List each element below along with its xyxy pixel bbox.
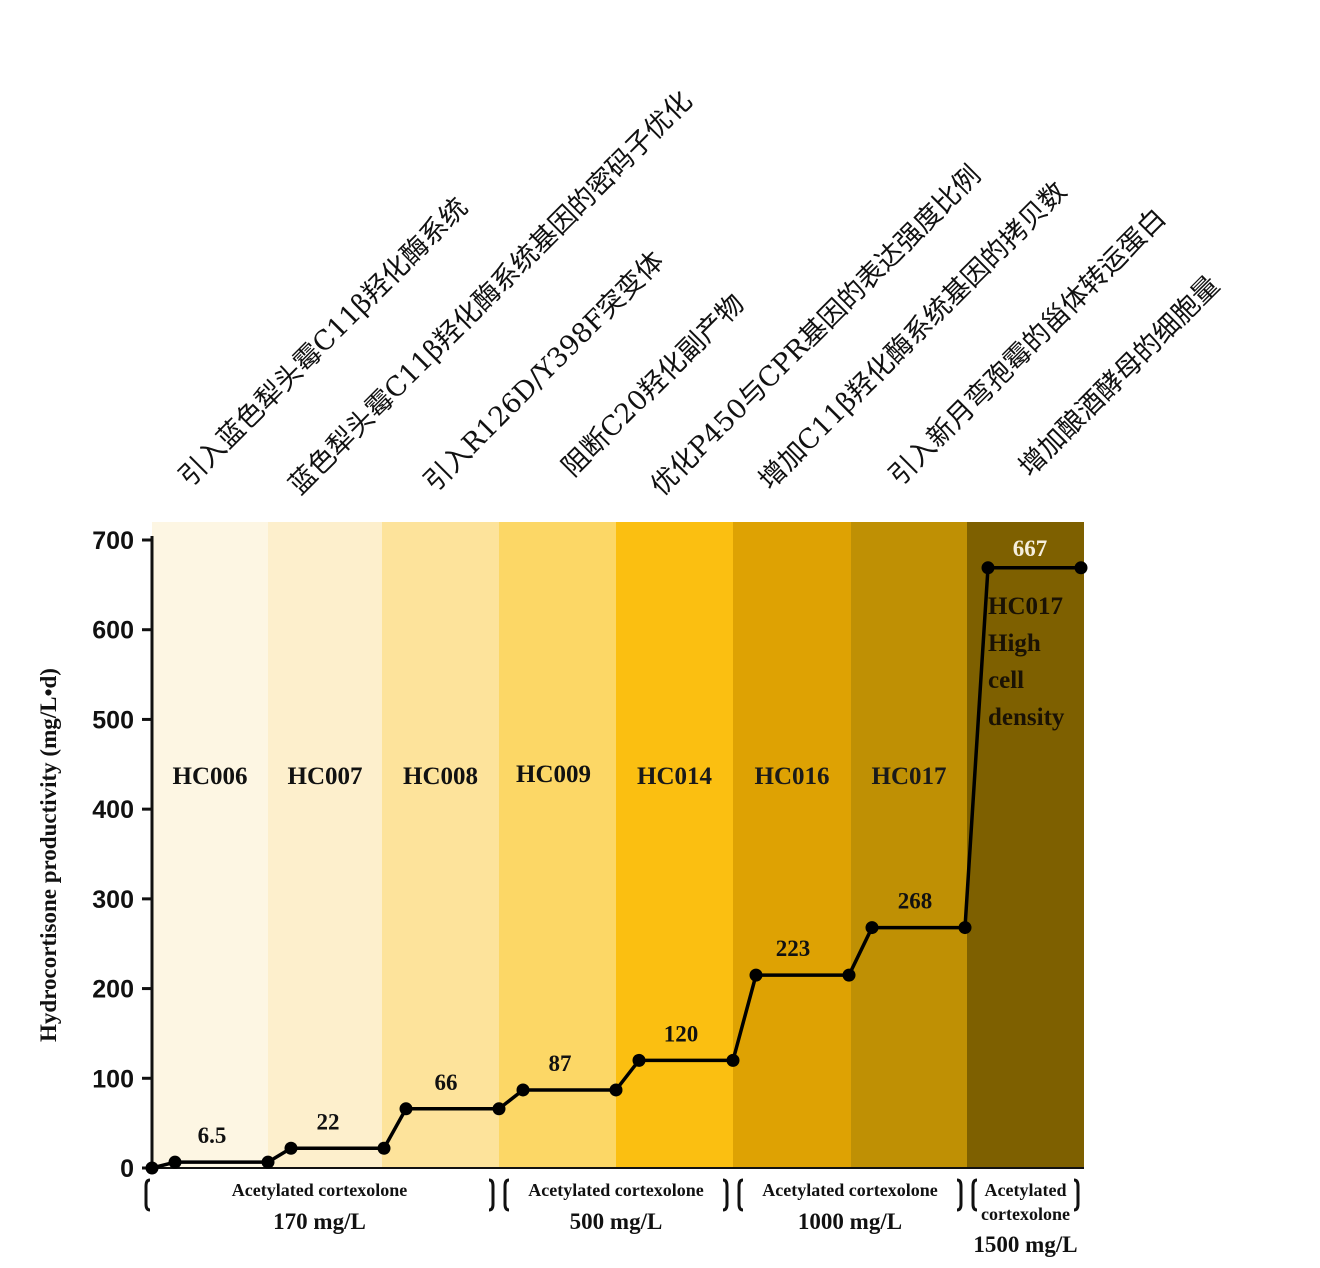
y-tick-label-7: 700 xyxy=(92,527,134,555)
data-point-12 xyxy=(842,968,856,982)
band-3 xyxy=(499,522,616,1168)
strain-label-4: HC014 xyxy=(637,763,713,790)
annotation-7: 增加酿酒酵母的细胞量 xyxy=(1013,270,1226,483)
strain-label-0: HC006 xyxy=(173,763,248,790)
bracket-left-1 xyxy=(503,1178,510,1212)
band-7 xyxy=(967,522,1084,1168)
strain-label-5: HC016 xyxy=(755,763,830,790)
strain-bands xyxy=(152,522,1084,1168)
value-label-5: 223 xyxy=(776,936,811,961)
bracket-right-0 xyxy=(488,1178,495,1212)
data-point-8 xyxy=(609,1083,623,1097)
strain-label-6: HC017 xyxy=(872,763,947,790)
data-point-6 xyxy=(492,1102,506,1116)
band-2 xyxy=(382,522,499,1168)
data-point-5 xyxy=(399,1102,413,1116)
substrate-groups: Acetylated cortexolone 170 mg/L Acetylated… xyxy=(144,1178,1080,1257)
value-label-7: 667 xyxy=(1013,536,1048,561)
data-point-4 xyxy=(377,1141,391,1155)
bracket-right-1 xyxy=(722,1178,729,1212)
data-point-10 xyxy=(726,1053,740,1067)
strain-label-1: HC007 xyxy=(288,763,363,790)
value-label-2: 66 xyxy=(435,1070,458,1095)
substrate-name-3: Acetylated cortexolone xyxy=(981,1180,1070,1224)
substrate-dose-1: 500 mg/L xyxy=(570,1209,663,1234)
bracket-left-3 xyxy=(971,1178,978,1212)
band-6 xyxy=(851,522,967,1168)
data-point-7 xyxy=(516,1083,530,1097)
band-0 xyxy=(152,522,268,1168)
data-point-13 xyxy=(865,921,879,935)
y-tick-label-4: 400 xyxy=(92,796,134,824)
strain-label-3: HC009 xyxy=(516,761,591,788)
substrate-name-2: Acetylated cortexolone xyxy=(762,1180,937,1200)
y-axis-label: Hydrocortisone productivity (mg/L•d) xyxy=(36,668,61,1042)
data-point-11 xyxy=(749,968,763,982)
value-label-4: 120 xyxy=(664,1021,699,1046)
value-label-6: 268 xyxy=(898,889,933,914)
value-label-0: 6.5 xyxy=(198,1123,227,1148)
substrate-dose-3: 1500 mg/L xyxy=(973,1232,1077,1257)
data-point-3 xyxy=(284,1141,298,1155)
value-label-1: 22 xyxy=(317,1109,340,1134)
y-axis: 0 100 200 300 400 500 600 700 xyxy=(92,527,1084,1183)
band-4 xyxy=(616,522,733,1168)
substrate-dose-2: 1000 mg/L xyxy=(798,1209,902,1234)
data-point-2 xyxy=(261,1155,275,1169)
strain-labels: HC006 HC007 HC008 HC009 HC014 HC016 HC017 HC017… xyxy=(173,593,1065,790)
band-5 xyxy=(733,522,851,1168)
productivity-series xyxy=(145,561,1088,1175)
value-labels: 6.5 22 66 87 120 223 268 667 xyxy=(198,536,1048,1148)
substrate-name-0: Acetylated cortexolone xyxy=(232,1180,407,1200)
annotation-2: 引入R126D/Y398F突变体 xyxy=(418,246,670,498)
bracket-left-0 xyxy=(144,1178,151,1212)
data-point-14 xyxy=(958,921,972,935)
y-tick-label-2: 200 xyxy=(92,976,134,1004)
value-label-3: 87 xyxy=(549,1051,572,1076)
y-tick-label-1: 100 xyxy=(92,1065,134,1093)
strain-label-2: HC008 xyxy=(403,763,478,790)
substrate-name-1: Acetylated cortexolone xyxy=(528,1180,703,1200)
data-point-16 xyxy=(1074,561,1088,575)
modification-annotations: 引入蓝色犁头霉C11β羟化酶系统蓝色犁头霉C11β羟化酶系统基因的密码子优化引入… xyxy=(173,85,1226,502)
data-point-1 xyxy=(168,1155,182,1169)
strain-label-7: HC017 High cell density xyxy=(988,593,1065,731)
data-point-9 xyxy=(632,1053,646,1067)
substrate-dose-0: 170 mg/L xyxy=(273,1209,366,1234)
data-point-15 xyxy=(981,561,995,575)
bracket-right-3 xyxy=(1073,1178,1080,1212)
bracket-left-2 xyxy=(737,1178,744,1212)
y-tick-label-6: 600 xyxy=(92,617,134,645)
y-tick-label-0: 0 xyxy=(120,1155,134,1183)
y-tick-label-3: 300 xyxy=(92,886,134,914)
bracket-right-2 xyxy=(956,1178,963,1212)
y-tick-label-5: 500 xyxy=(92,706,134,734)
band-1 xyxy=(268,522,382,1168)
data-point-0 xyxy=(145,1161,159,1175)
